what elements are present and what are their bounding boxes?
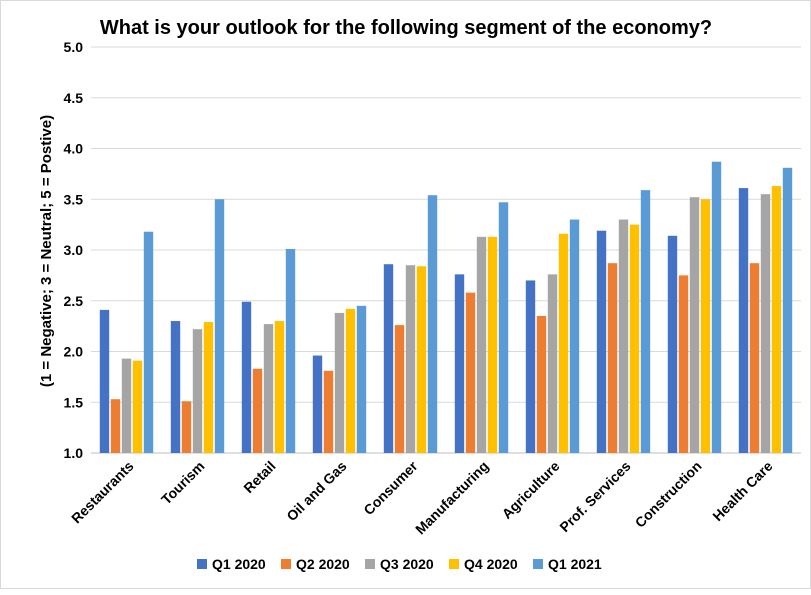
bar-health-care-q2-2020 [749,263,760,453]
bar-tourism-q4-2020 [203,322,214,453]
bar-manufacturing-q3-2020 [476,236,487,453]
bar-construction-q3-2020 [689,197,700,453]
bar-tourism-q3-2020 [192,329,203,453]
bar-prof-services-q3-2020 [618,219,629,453]
bar-health-care-q3-2020 [760,194,771,454]
bar-health-care-q1-2021 [782,167,793,453]
bar-agriculture-q3-2020 [547,274,558,453]
bar-tourism-q1-2020 [170,321,181,453]
bar-agriculture-q2-2020 [536,315,547,453]
bar-manufacturing-q4-2020 [487,236,498,453]
bar-consumer-q1-2020 [383,264,394,453]
bar-restaurants-q1-2021 [143,231,154,453]
y-axis-label: (1 = Negative; 3 = Neutral; 5 = Postive) [38,115,55,387]
bar-construction-q1-2020 [667,235,678,453]
legend-label: Q1 2021 [548,556,602,572]
bar-retail-q1-2020 [241,301,252,453]
x-tick-label: Restaurants [68,458,137,527]
bar-consumer-q1-2021 [427,195,438,453]
x-tick-label: Tourism [158,458,208,508]
bar-retail-q2-2020 [252,368,263,453]
bar-tourism-q1-2021 [214,199,225,453]
bar-consumer-q3-2020 [405,265,416,453]
x-tick-label: Consumer [360,457,421,518]
y-tick-label: 4.5 [64,90,84,106]
bar-manufacturing-q1-2020 [454,274,465,453]
legend-label: Q3 2020 [380,556,434,572]
bar-oil-and-gas-q4-2020 [345,308,356,453]
bar-manufacturing-q2-2020 [465,292,476,453]
y-tick-label: 1.5 [64,394,84,410]
bar-agriculture-q1-2021 [569,219,580,453]
x-tick-label: Oil and Gas [283,458,349,524]
bar-restaurants-q1-2020 [99,309,110,453]
y-tick-label: 5.0 [64,39,84,55]
bar-agriculture-q4-2020 [558,233,569,453]
legend-swatch [365,559,375,569]
bar-construction-q2-2020 [678,275,689,453]
legend: Q1 2020 Q2 2020 Q3 2020 Q4 2020 Q1 2021 [197,556,602,572]
bar-retail-q3-2020 [263,324,274,453]
bar-manufacturing-q1-2021 [498,202,509,453]
x-tick-label: Manufacturing [412,458,492,538]
legend-label: Q4 2020 [464,556,518,572]
bar-prof-services-q2-2020 [607,263,618,453]
bar-restaurants-q4-2020 [132,360,143,453]
bar-restaurants-q2-2020 [110,399,121,453]
x-tick-label: Prof. Services [556,458,633,535]
bar-oil-and-gas-q3-2020 [334,312,345,453]
bar-construction-q1-2021 [711,161,722,453]
x-tick-label: Retail [240,458,278,496]
bar-oil-and-gas-q2-2020 [323,370,334,453]
legend-swatch [197,559,207,569]
bar-retail-q1-2021 [285,248,296,453]
bar-health-care-q1-2020 [738,188,749,453]
x-tick-label: Construction [632,458,705,531]
x-axis-ticks: Restaurants Tourism Retail Oil and Gas Consu… [68,457,776,537]
bar-oil-and-gas-q1-2020 [312,355,323,453]
legend-swatch [281,559,291,569]
y-tick-label: 1.0 [64,445,84,461]
y-tick-label: 2.5 [64,293,84,309]
y-tick-label: 3.5 [64,191,84,207]
bar-prof-services-q1-2020 [596,230,607,453]
bar-consumer-q2-2020 [394,325,405,453]
y-tick-label: 2.0 [64,344,84,360]
bar-agriculture-q1-2020 [525,280,536,453]
y-tick-label: 3.0 [64,242,84,258]
bar-retail-q4-2020 [274,321,285,453]
legend-swatch [533,559,543,569]
x-tick-label: Agriculture [498,458,562,522]
bar-restaurants-q3-2020 [121,358,132,453]
bar-prof-services-q1-2021 [640,190,651,454]
legend-label: Q2 2020 [296,556,350,572]
x-tick-label: Health Care [709,458,775,524]
chart-title: What is your outlook for the following s… [100,17,712,39]
bar-tourism-q2-2020 [181,401,192,453]
legend-label: Q1 2020 [212,556,266,572]
bars [99,161,793,454]
y-axis-ticks: 1.0 1.5 2.0 2.5 3.0 3.5 4.0 4.5 5.0 [64,39,84,461]
bar-prof-services-q4-2020 [629,224,640,453]
y-tick-label: 4.0 [64,141,84,157]
bar-consumer-q4-2020 [416,266,427,453]
bar-health-care-q4-2020 [771,186,782,453]
bar-construction-q4-2020 [700,199,711,453]
bar-oil-and-gas-q1-2021 [356,305,367,453]
legend-swatch [449,559,459,569]
